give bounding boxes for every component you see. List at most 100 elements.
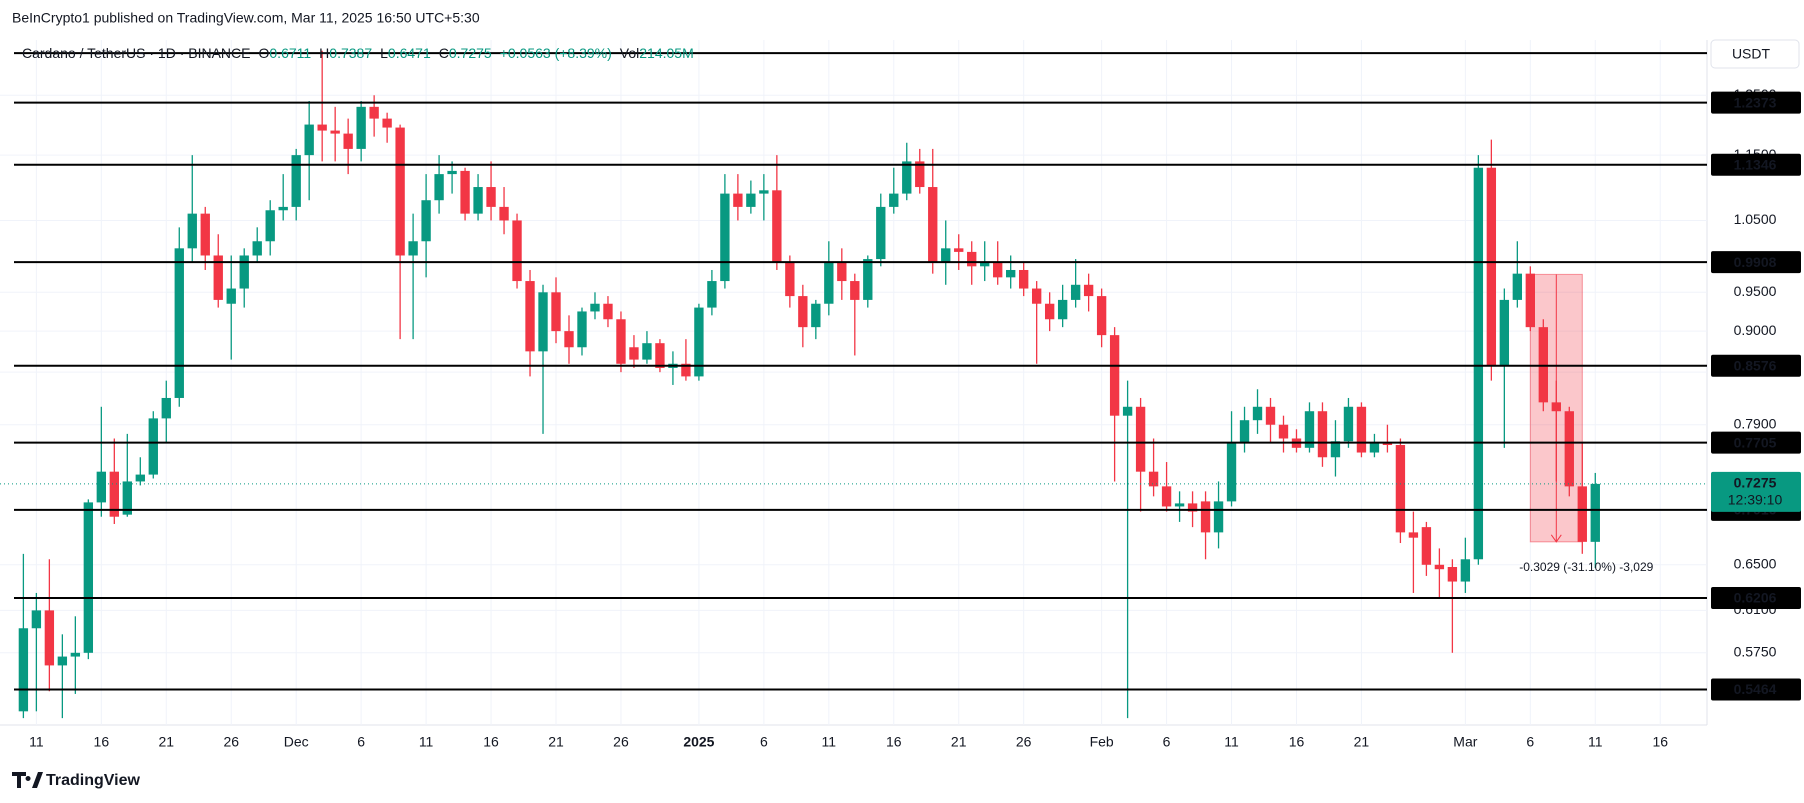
candle-body	[499, 206, 509, 221]
candle-body	[213, 255, 223, 300]
candle-body	[1019, 269, 1029, 289]
candle-body	[304, 124, 314, 156]
candle-body	[1070, 284, 1081, 300]
candle-body	[707, 281, 717, 308]
candle-body	[1187, 503, 1198, 512]
y-tick-label: 0.7900	[1734, 415, 1777, 431]
candle-body	[1486, 167, 1497, 366]
candle-body	[174, 248, 184, 398]
candle-body	[109, 471, 119, 517]
x-tick-label: 6	[357, 734, 365, 750]
level-label: 0.8576	[1734, 357, 1777, 373]
y-tick-label: 0.6500	[1734, 555, 1777, 571]
candle-body	[57, 656, 68, 666]
ohlc-key: H	[319, 45, 329, 61]
candle-body	[1304, 411, 1315, 448]
currency-box	[1710, 39, 1800, 69]
x-tick-label: 6	[760, 734, 768, 750]
x-tick-label: 6	[1526, 734, 1534, 750]
x-tick-label: Dec	[284, 734, 309, 750]
candle-body	[1200, 501, 1211, 533]
candle-body	[538, 292, 548, 352]
grid	[0, 40, 1707, 725]
candle-body	[577, 311, 587, 348]
candle-body	[486, 187, 496, 207]
level-label: 0.7705	[1734, 434, 1777, 450]
candle-body	[1135, 406, 1146, 472]
candle-body	[317, 124, 327, 131]
candle-body	[915, 161, 925, 188]
candle-body	[343, 133, 353, 149]
candle-body	[824, 262, 834, 304]
price-tag-value: 0.7275	[1734, 475, 1777, 491]
x-tick-label: 21	[1354, 734, 1370, 750]
candle-body	[460, 170, 470, 214]
candle-body	[1148, 471, 1159, 487]
candle-body	[1356, 406, 1367, 453]
candle-body	[1031, 288, 1042, 304]
x-tick-label: 6	[1163, 734, 1171, 750]
candle-body	[1213, 501, 1224, 533]
candle-body	[1239, 420, 1250, 444]
level-label: 0.5464	[1734, 681, 1777, 697]
candle-body	[551, 292, 561, 332]
ohlc-key: O	[259, 45, 270, 61]
x-tick-label: 11	[1588, 734, 1603, 750]
volume-value: 214.05M	[639, 45, 693, 61]
candle-body	[1434, 564, 1445, 570]
candle-body	[265, 210, 275, 242]
candle-body	[863, 259, 873, 300]
candle-body	[746, 193, 756, 207]
candle-body	[1096, 296, 1107, 336]
price-tag-countdown: 12:39:10	[1728, 492, 1783, 508]
candle-body	[278, 206, 288, 211]
candle-body	[1343, 406, 1354, 442]
candle-body	[1382, 443, 1393, 446]
candle-body	[655, 343, 665, 368]
candle-body	[1369, 443, 1380, 453]
candle-body	[1278, 424, 1289, 439]
measure-arrowhead	[1550, 534, 1562, 543]
candle-body	[954, 248, 964, 252]
currency-label: USDT	[1732, 46, 1771, 62]
x-tick-label: 11	[1224, 734, 1239, 750]
candle-body	[941, 248, 951, 263]
level-tag	[1711, 153, 1801, 176]
change: +0.0563 (+8.39%)	[500, 45, 612, 61]
candle-body	[239, 255, 249, 289]
candle-body	[1122, 406, 1133, 416]
candle-body	[1252, 406, 1263, 421]
candle-body	[811, 303, 821, 328]
candle-body	[187, 213, 197, 249]
level-tag	[1711, 354, 1801, 377]
level-tag	[1711, 587, 1801, 610]
level-tag	[1711, 251, 1801, 274]
candle-body	[1226, 443, 1237, 502]
ohlc-value: 0.6471	[388, 45, 431, 61]
level-tag	[1711, 431, 1801, 454]
candle-body	[733, 193, 743, 207]
candle-body	[642, 343, 652, 360]
candle-body	[759, 190, 769, 194]
x-tick-label: 21	[951, 734, 967, 750]
candle-body	[785, 262, 795, 297]
candle-body	[148, 418, 158, 475]
overlay: 1.25001.15001.05000.95000.90000.85000.79…	[0, 39, 1801, 789]
candle-body	[1083, 284, 1094, 297]
candle-body	[590, 303, 600, 312]
x-tick-label: 21	[548, 734, 564, 750]
candle-body	[993, 262, 1003, 278]
candle-body	[447, 170, 457, 175]
candle-body	[772, 190, 782, 263]
y-tick-label: 0.9000	[1734, 322, 1777, 338]
candle-body	[603, 303, 613, 320]
measure-label: -0.3029 (-31.10%) -3,029	[1519, 560, 1653, 574]
candle-body	[96, 471, 107, 503]
candle-body	[70, 652, 81, 657]
candle-body	[200, 213, 210, 256]
candle-body	[928, 187, 938, 263]
candle-body	[395, 127, 405, 256]
candle-body	[512, 220, 522, 282]
candle-body	[18, 628, 29, 712]
